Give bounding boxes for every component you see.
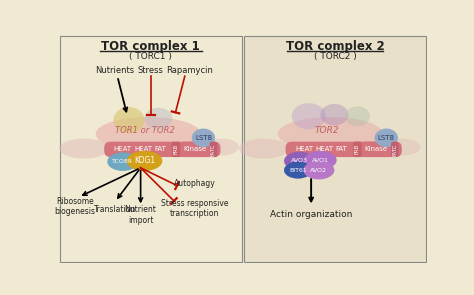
Text: HEAT: HEAT [295, 146, 313, 152]
Ellipse shape [59, 139, 109, 159]
Text: HEAT: HEAT [134, 146, 152, 152]
Text: FRB: FRB [173, 144, 178, 155]
Ellipse shape [113, 107, 145, 133]
Ellipse shape [303, 161, 334, 179]
Text: TOR complex 2: TOR complex 2 [286, 40, 384, 53]
Text: Nutrients: Nutrients [95, 65, 135, 75]
Text: BIT61: BIT61 [289, 168, 307, 173]
FancyBboxPatch shape [391, 142, 399, 157]
Text: AVO3: AVO3 [291, 158, 308, 163]
Text: Kinase: Kinase [365, 146, 388, 152]
Text: LST8: LST8 [195, 135, 212, 141]
Text: Translation: Translation [94, 205, 136, 214]
FancyBboxPatch shape [353, 142, 362, 157]
Text: FATC: FATC [211, 143, 216, 155]
FancyBboxPatch shape [362, 142, 391, 157]
Ellipse shape [127, 151, 162, 171]
Ellipse shape [145, 108, 173, 129]
Ellipse shape [96, 117, 201, 151]
FancyBboxPatch shape [60, 36, 242, 262]
Text: FAT: FAT [336, 146, 347, 152]
Ellipse shape [304, 151, 337, 169]
FancyBboxPatch shape [244, 36, 426, 262]
Text: AVO2: AVO2 [310, 168, 328, 173]
Ellipse shape [284, 162, 312, 178]
FancyBboxPatch shape [104, 142, 220, 157]
Text: TOR1 or TOR2: TOR1 or TOR2 [115, 126, 174, 135]
Text: Stress: Stress [138, 65, 164, 75]
Text: Autophagy: Autophagy [174, 179, 216, 188]
Text: ( TORC1 ): ( TORC1 ) [129, 52, 172, 61]
Text: Ribosome
biogenesis: Ribosome biogenesis [54, 197, 95, 216]
Text: ( TORC2 ): ( TORC2 ) [314, 52, 356, 61]
Text: HEAT: HEAT [315, 146, 333, 152]
FancyBboxPatch shape [285, 142, 402, 157]
Text: LST8: LST8 [378, 135, 395, 141]
Ellipse shape [239, 139, 289, 159]
Ellipse shape [345, 106, 370, 126]
Text: Kinase: Kinase [183, 146, 207, 152]
Text: TOR2: TOR2 [314, 126, 339, 135]
Text: AVO1: AVO1 [312, 158, 329, 163]
Text: TOR complex 1: TOR complex 1 [101, 40, 200, 53]
Text: Nutrient
import: Nutrient import [125, 205, 156, 224]
Ellipse shape [278, 117, 383, 151]
Text: TCO89: TCO89 [112, 159, 133, 164]
Ellipse shape [192, 129, 215, 147]
Text: KOG1: KOG1 [134, 156, 155, 165]
Text: FAT: FAT [154, 146, 166, 152]
Ellipse shape [107, 153, 138, 171]
Ellipse shape [386, 139, 420, 155]
FancyBboxPatch shape [172, 142, 180, 157]
FancyBboxPatch shape [210, 142, 218, 157]
Text: Rapamycin: Rapamycin [166, 65, 213, 75]
Ellipse shape [205, 139, 239, 155]
Text: Actin organization: Actin organization [270, 209, 352, 219]
Ellipse shape [284, 152, 315, 170]
Text: HEAT: HEAT [114, 146, 132, 152]
Text: FRB: FRB [355, 144, 360, 155]
Text: FATC: FATC [392, 143, 397, 155]
Text: Stress responsive
transcription: Stress responsive transcription [161, 199, 228, 218]
Ellipse shape [374, 129, 398, 147]
Ellipse shape [292, 103, 326, 129]
Ellipse shape [320, 104, 348, 125]
FancyBboxPatch shape [180, 142, 210, 157]
